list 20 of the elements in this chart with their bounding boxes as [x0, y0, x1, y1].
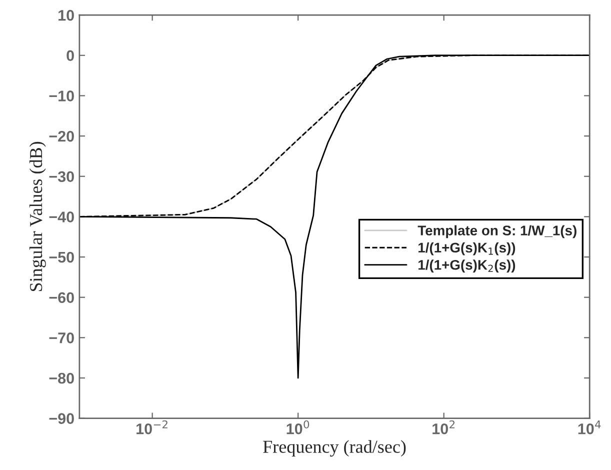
x-tick-label: 10$^{2}$: [432, 420, 454, 434]
y-tick-label: −50: [49, 252, 74, 263]
y-tick-label: −40: [49, 212, 74, 222]
y-tick-label: −90: [49, 413, 74, 424]
legend-label: 1/(1+G(s)K$_{1}$(s)): [418, 242, 516, 256]
y-axis-title: Singular Values (dB): [29, 142, 46, 292]
y-tick-label: −80: [49, 372, 74, 384]
y-tick-label: −30: [49, 171, 74, 182]
x-tick-label: 10$^{4}$: [578, 420, 601, 434]
x-axis-title: Frequency (rad/sec): [263, 440, 406, 457]
legend-label: 1/(1+G(s)K$_{2}$(s)): [418, 260, 516, 273]
y-tick-label: 0: [66, 50, 74, 62]
legend-label: Template on S: 1/W_1(s): [418, 225, 576, 238]
y-tick-label: −70: [49, 332, 74, 344]
x-tick-label: 10$^{0}$: [286, 420, 310, 434]
y-tick-label: −60: [49, 292, 74, 304]
x-tick-label: 10$^{−2}$: [136, 420, 168, 434]
y-tick-label: −10: [49, 90, 74, 102]
y-tick-label: −20: [49, 130, 74, 142]
y-tick-label: 10: [58, 10, 74, 21]
